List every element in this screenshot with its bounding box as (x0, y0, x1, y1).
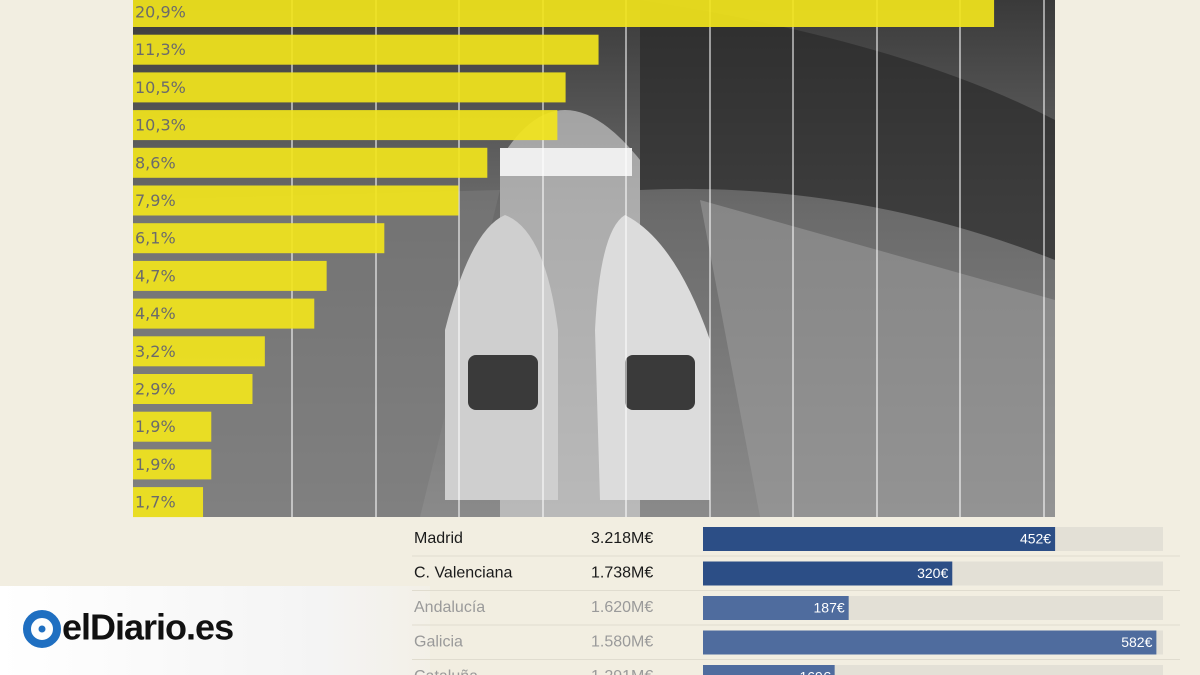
bar-label: 11,3% (135, 40, 186, 59)
per-capita-bar (703, 665, 835, 675)
bar-label: 20,9% (135, 3, 186, 22)
per-capita-label: 169€ (799, 669, 830, 675)
bar-label: 1,9% (135, 455, 176, 474)
bar-label: 7,9% (135, 191, 176, 210)
logo: elDiario.es (62, 607, 233, 648)
data-table: Madrid 3.218M€ 452€ C. Valenciana 1.738M€ 320… (412, 527, 1180, 675)
per-capita-bar (703, 596, 849, 620)
region: Galicia (414, 634, 463, 651)
bar-label: 1,9% (135, 417, 176, 436)
logo-panel: elDiario.es (0, 586, 430, 675)
total: 1.620M€ (591, 599, 653, 616)
bar-label: 4,7% (135, 266, 176, 285)
per-capita-bar (703, 527, 1056, 551)
region: Cataluña (414, 668, 478, 675)
per-capita-label: 187€ (814, 600, 845, 616)
bar-track (703, 665, 1163, 675)
per-capita-label: 452€ (1020, 531, 1051, 547)
total: 3.218M€ (591, 530, 653, 547)
bar-label: 1,7% (135, 493, 176, 512)
bar (133, 487, 204, 518)
bar (133, 374, 253, 404)
bar (133, 110, 558, 141)
bar-chart: 20,9% 11,3% 10,5% 10,3% 8,6% 7,9% 6,1% 4,7% 4,4%… (133, 0, 995, 518)
bar-label: 4,4% (135, 304, 176, 323)
region: C. Valenciana (414, 565, 513, 582)
per-capita-bar (703, 630, 1157, 655)
per-capita-label: 582€ (1121, 634, 1152, 650)
region: Madrid (414, 530, 463, 547)
total: 1.291M€ (591, 668, 653, 675)
bar (133, 0, 995, 27)
bar (133, 411, 212, 442)
bar-label: 3,2% (135, 342, 176, 361)
per-capita-bar (703, 561, 953, 586)
region: Andalucía (414, 599, 485, 616)
bar (133, 185, 459, 216)
bar (133, 72, 566, 103)
photo (133, 0, 1055, 517)
total: 1.580M€ (591, 634, 653, 651)
bar-label: 2,9% (135, 380, 176, 399)
bar (133, 449, 212, 480)
bar (133, 147, 488, 178)
bar (133, 336, 265, 367)
bar (133, 34, 599, 65)
per-capita-label: 320€ (917, 565, 948, 581)
bar (133, 298, 315, 329)
bar-label: 10,3% (135, 116, 186, 135)
total: 1.738M€ (591, 565, 653, 582)
bar (133, 260, 327, 291)
bar-label: 8,6% (135, 153, 176, 172)
bar-label: 10,5% (135, 78, 186, 97)
bar-label: 6,1% (135, 229, 176, 248)
bar (133, 223, 385, 254)
